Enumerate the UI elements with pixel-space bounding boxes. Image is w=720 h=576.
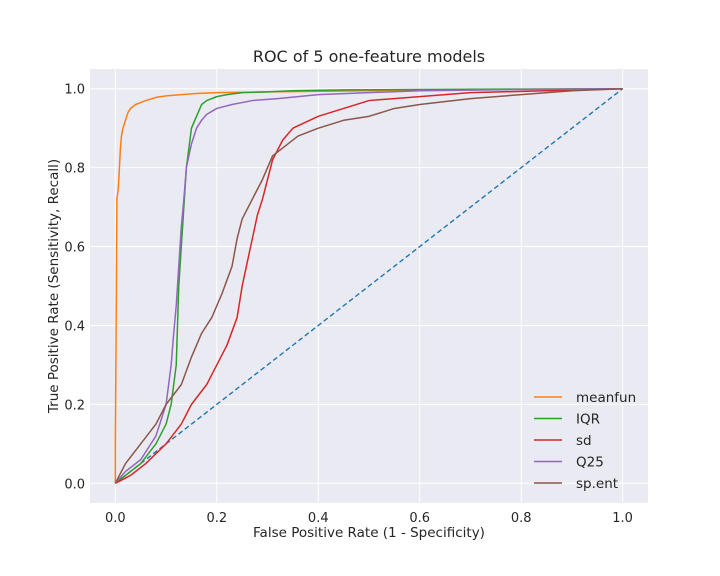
chart-title: ROC of 5 one-feature models [253,47,485,66]
x-tick-label: 0.4 [308,511,329,526]
roc-line-meanfun [114,87,623,484]
y-axis-label: True Positive Rate (Sensitivity, Recall) [46,159,62,414]
chance-diagonal-line [114,88,624,484]
y-tick-label: 0.6 [64,241,85,256]
legend-label: sp.ent [576,476,618,492]
x-tick-label: 0.8 [511,511,532,526]
series-lines [114,87,624,484]
x-tick-labels: 0.0 0.2 0.4 0.6 0.8 1.0 [105,511,633,526]
legend-label: sd [576,433,592,449]
roc-line-sd [115,87,623,484]
legend-label: meanfun [576,390,636,406]
y-tick-label: 0.4 [64,319,85,334]
legend-label: Q25 [576,455,604,471]
x-axis-label: False Positive Rate (1 - Specificity) [253,525,485,541]
x-tick-label: 1.0 [612,511,633,526]
x-tick-label: 0.2 [206,511,227,526]
y-tick-label: 1.0 [64,83,85,98]
y-tick-label: 0.8 [64,162,85,177]
y-tick-labels: 0.0 0.2 0.4 0.6 0.8 1.0 [64,83,85,493]
roc-line-sp-ent [114,87,623,484]
x-gridlines [114,69,624,503]
x-tick-label: 0.0 [105,511,126,526]
legend-label: IQR [576,412,600,428]
roc-line-iqr [114,87,623,484]
x-tick-label: 0.6 [409,511,430,526]
y-tick-label: 0.0 [64,477,85,492]
legend: meanfun IQR sd Q25 sp.ent [534,390,636,492]
y-tick-label: 0.2 [64,398,85,413]
